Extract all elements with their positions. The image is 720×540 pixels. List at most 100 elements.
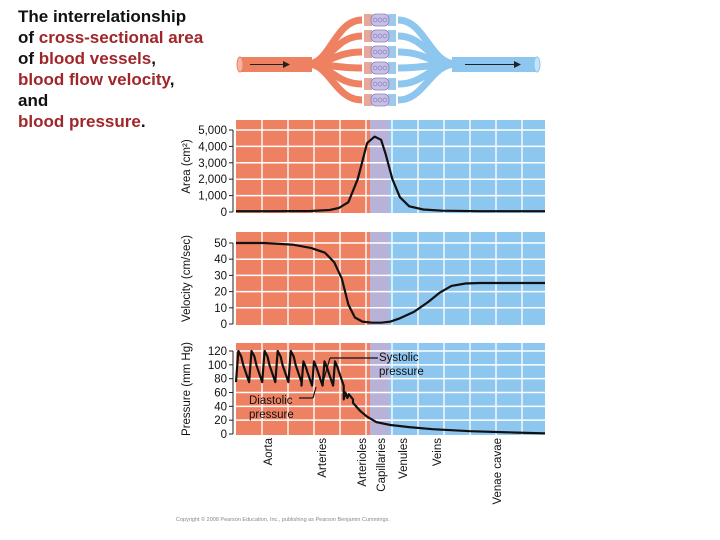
y-tick-label: 0 [221, 319, 227, 331]
capillary-loop [382, 17, 388, 23]
y-tick-label: 30 [214, 270, 227, 282]
aorta-opening [236, 56, 244, 73]
velocity-chart: 0 10 20 30 40 50 Velocity (cm/sec) [181, 232, 545, 331]
flow-arrowhead-in [283, 61, 290, 68]
velocity-curve [236, 241, 545, 324]
capillary-loop [382, 81, 388, 87]
capillary-loop [372, 97, 378, 103]
diastolic-label-line1: Diastolic [249, 395, 293, 407]
arteriole-segment [364, 30, 372, 42]
region-label-veins: Veins [432, 438, 444, 466]
capillary-bed [370, 61, 390, 75]
capillary-loop [377, 81, 383, 87]
panel-background [236, 232, 545, 325]
capillary-loop [377, 33, 383, 39]
capillary-loop [382, 97, 388, 103]
capillary-region-band [370, 120, 389, 213]
title-line-3-pre: of [18, 49, 39, 68]
capillary-loop [372, 17, 378, 23]
systolic-label-line2: pressure [379, 366, 424, 378]
y-tick-label: 40 [214, 401, 227, 413]
title-highlight-velocity: blood flow velocity [18, 70, 170, 89]
region-label-venules: Venules [398, 438, 410, 479]
capillary-loop [372, 81, 378, 87]
y-tick-label: 20 [214, 415, 227, 427]
copyright-notice: Copyright © 2008 Pearson Education, Inc.… [176, 517, 390, 523]
vena-cava-opening [533, 56, 541, 73]
y-tick-label: 0 [221, 207, 227, 219]
venule-segment [388, 14, 396, 26]
capillary-loop [372, 65, 378, 71]
arteriole-segment [364, 46, 372, 58]
y-tick-label: 40 [214, 254, 227, 266]
arteriole-segment [364, 62, 372, 74]
arteriole-segment [364, 78, 372, 90]
slide-title: The interrelationship of cross-sectional… [18, 6, 233, 132]
capillary-bed [370, 13, 390, 27]
title-highlight-pressure: blood pressure [18, 112, 141, 131]
capillary-loop [372, 33, 378, 39]
region-label-arterioles: Arterioles [357, 438, 369, 487]
y-tick-label: 3,000 [198, 158, 227, 170]
capillary-region-band [370, 343, 389, 435]
capillary-loop [372, 49, 378, 55]
y-tick-label: 80 [214, 374, 227, 386]
region-label-venae-cavae: Venae cavae [492, 438, 504, 505]
venule-segment [388, 94, 396, 106]
venule-segment [388, 30, 396, 42]
y-tick-label: 120 [208, 346, 227, 358]
y-tick-label: 1,000 [198, 191, 227, 203]
capillary-loop [382, 49, 388, 55]
arteriole-segment [364, 94, 372, 106]
diastolic-pointer-diag [312, 386, 317, 399]
y-axis-label: Velocity (cm/sec) [181, 235, 193, 322]
y-tick-label: 0 [221, 429, 227, 441]
arteriole-segment [364, 14, 372, 26]
y-tick-label: 100 [208, 360, 227, 372]
blood-pressure-curve [234, 349, 546, 435]
title-line-2-pre: of [18, 28, 39, 47]
y-tick-label: 20 [214, 287, 227, 299]
flow-arrowhead-out [514, 61, 521, 68]
cross-sectional-area-chart: 0 1,000 2,000 3,000 4,000 5,000 Area (cm²) [181, 120, 545, 219]
capillary-bed [370, 93, 390, 107]
capillary-loop [377, 97, 383, 103]
y-axis-label: Pressure (mm Hg) [181, 342, 193, 436]
y-tick-label: 5,000 [198, 125, 227, 137]
y-tick-label: 60 [214, 388, 227, 400]
y-tick-label: 4,000 [198, 141, 227, 153]
region-label-aorta: Aorta [263, 437, 275, 465]
title-line-5: and [18, 91, 49, 110]
title-line-1: The interrelationship [18, 7, 187, 26]
capillary-loop [382, 65, 388, 71]
region-label-arteries: Arteries [317, 438, 329, 478]
capillary-bed [370, 29, 390, 43]
y-tick-label: 10 [214, 303, 227, 315]
pressure-annotations: Systolic pressure Diastolic pressure [249, 352, 424, 421]
panel-background [236, 120, 545, 213]
y-tick-label: 50 [214, 238, 227, 250]
title-line-6-post: . [140, 112, 146, 131]
arterial-region-band [236, 120, 370, 213]
artery-branch [307, 60, 363, 104]
venous-region-band [389, 232, 545, 325]
capillary-bed [370, 45, 390, 59]
venous-region-band [389, 120, 545, 213]
systolic-label-line1: Systolic [379, 352, 419, 364]
capillary-bed [370, 77, 390, 91]
capillary-loop [377, 65, 383, 71]
capillary-loop [377, 49, 383, 55]
y-axis-label: Area (cm²) [181, 139, 193, 193]
title-highlight-vessels: blood vessels [38, 49, 152, 68]
venule-segment [388, 62, 396, 74]
region-label-capillaries: Capillaries [376, 438, 388, 492]
y-tick-label: 2,000 [198, 174, 227, 186]
arterial-region-band [236, 343, 370, 435]
venule-segment [388, 46, 396, 58]
title-line-4-post: , [169, 70, 175, 89]
title-highlight-area: cross-sectional area [38, 28, 204, 47]
vessel-network-diagram [236, 13, 541, 107]
vein-branch [397, 60, 457, 104]
